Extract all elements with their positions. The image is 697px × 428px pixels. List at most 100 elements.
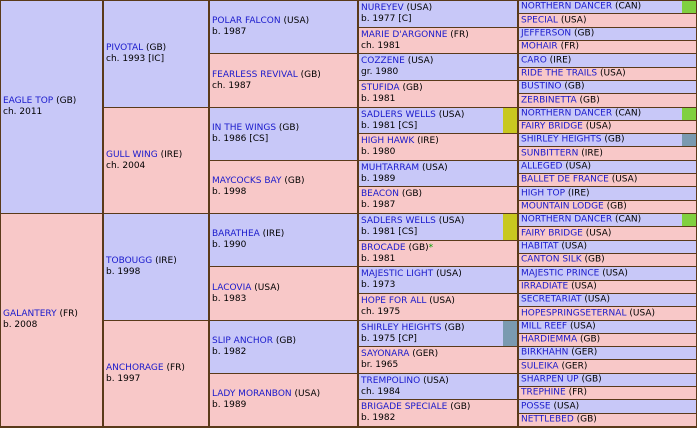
horse-name-link[interactable]: BALLET DE FRANCE: [521, 174, 609, 185]
horse-name-link[interactable]: SLIP ANCHOR: [212, 336, 273, 346]
horse-info: ch. 1984: [361, 386, 401, 397]
horse-country: (USA): [438, 216, 465, 226]
horse-info: ch. 2004: [106, 160, 146, 171]
horse-name-link[interactable]: NORTHERN DANCER: [521, 214, 613, 225]
horse-entry: SLIP ANCHOR (GB) b. 1982: [212, 336, 357, 358]
horse-cell: SLIP ANCHOR (GB) b. 1982: [210, 321, 357, 373]
horse-entry: SUNBITTERN (IRE): [521, 148, 696, 159]
horse-name-link[interactable]: FEARLESS REVIVAL: [212, 69, 298, 80]
horse-name-link[interactable]: GALANTERY: [3, 309, 57, 319]
horse-name-link[interactable]: SPECIAL: [521, 15, 558, 25]
horse-name-link[interactable]: CANTON SILK: [521, 254, 582, 265]
horse-name-link[interactable]: MAJESTIC LIGHT: [361, 269, 434, 279]
horse-name-link[interactable]: HIGH HAWK: [361, 136, 415, 146]
horse-name-link[interactable]: PIVOTAL: [106, 43, 144, 53]
horse-name-link[interactable]: NORTHERN DANCER: [521, 1, 613, 12]
horse-country: (USA): [561, 241, 588, 252]
horse-cell: HARDIEMMA (GB): [519, 334, 696, 346]
horse-name-link[interactable]: SUNBITTERN: [521, 148, 579, 158]
horse-cell: SADLERS WELLS (USA) b. 1981 [CS]: [359, 108, 517, 133]
horse-name-link[interactable]: COZZENE: [361, 56, 405, 66]
horse-name-link[interactable]: BEACON: [361, 189, 399, 199]
horse-name-link[interactable]: POLAR FALCON: [212, 16, 281, 26]
horse-name-link[interactable]: MOHAIR: [521, 41, 558, 52]
horse-name-link[interactable]: NORTHERN DANCER: [521, 108, 613, 119]
horse-name-link[interactable]: RIDE THE TRAILS: [521, 68, 598, 79]
horse-cell: BEACON (GB) b. 1987: [359, 187, 517, 213]
horse-name-link[interactable]: EAGLE TOP: [3, 96, 54, 106]
horse-entry: MAJESTIC PRINCE (USA): [521, 268, 696, 279]
horse-name-link[interactable]: SULEIKA: [521, 361, 559, 371]
horse-name-link[interactable]: ALLEGED: [521, 161, 563, 172]
horse-name-link[interactable]: FAIRY BRIDGE: [521, 121, 583, 132]
horse-cell: NORTHERN DANCER (CAN): [519, 108, 696, 120]
horse-cell: MILL REEF (USA): [519, 321, 696, 333]
horse-country: (USA): [422, 162, 448, 173]
horse-country: (CAN): [614, 108, 642, 119]
horse-name-link[interactable]: BRIGADE SPECIALE: [361, 402, 448, 412]
horse-name-link[interactable]: SAYONARA: [361, 349, 410, 359]
horse-entry: MILL REEF (USA): [521, 322, 696, 333]
horse-entry: SAYONARA (GER) br. 1965: [361, 349, 517, 371]
horse-name-link[interactable]: FAIRY BRIDGE: [521, 228, 583, 238]
horse-name-link[interactable]: LADY MORANBON: [212, 389, 292, 399]
horse-name-link[interactable]: SHARPEN UP: [521, 374, 579, 385]
horse-name-link[interactable]: SADLERS WELLS: [361, 216, 436, 226]
horse-name-link[interactable]: HOPESPRINGSETERNAL: [521, 308, 627, 318]
horse-name-link[interactable]: SADLERS WELLS: [361, 109, 436, 120]
horse-country: (GB): [581, 374, 602, 385]
horse-country: (USA): [600, 68, 626, 79]
horse-name-link[interactable]: HABITAT: [521, 241, 559, 252]
horse-cell: EAGLE TOP (GB) ch. 2011: [1, 1, 102, 213]
horse-name-link[interactable]: CARO: [521, 55, 547, 65]
horse-name-link[interactable]: IRRADIATE: [521, 281, 569, 292]
horse-entry: SULEIKA (GER): [521, 361, 696, 372]
horse-name-link[interactable]: ZERBINETTA: [521, 95, 577, 105]
horse-info: b. 1983: [212, 293, 247, 304]
horse-name-link[interactable]: HARDIEMMA: [521, 334, 578, 345]
horse-entry: STUFIDA (GB) b. 1981: [361, 83, 517, 105]
horse-name-link[interactable]: NETTLEBED: [521, 414, 574, 425]
horse-name-link[interactable]: ANCHORAGE: [106, 362, 164, 373]
horse-info: b. 1986 [CS]: [212, 134, 269, 144]
horse-info: b. 1981 [CS]: [361, 120, 418, 131]
inbreeding-marker: [503, 108, 517, 133]
horse-name-link[interactable]: MAYCOCKS BAY: [212, 176, 282, 186]
horse-name-link[interactable]: TREPHINE: [521, 387, 566, 398]
horse-name-link[interactable]: TREMPOLINO: [361, 375, 421, 386]
horse-name-link[interactable]: SECRETARIAT: [521, 294, 582, 305]
horse-name-link[interactable]: MILL REEF: [521, 321, 568, 332]
horse-entry: ZERBINETTA (GB): [521, 95, 696, 106]
horse-name-link[interactable]: SHIRLEY HEIGHTS: [521, 134, 602, 145]
horse-name-link[interactable]: HIGH TOP: [521, 188, 566, 198]
horse-name-link[interactable]: HOPE FOR ALL: [361, 296, 427, 306]
horse-info: b. 1975 [CP]: [361, 333, 417, 344]
horse-name-link[interactable]: MUHTARRAM: [361, 162, 420, 173]
horse-name-link[interactable]: NUREYEV: [361, 3, 404, 13]
horse-name-link[interactable]: GULL WING: [106, 149, 158, 160]
horse-name-link[interactable]: BIRKHAHN: [521, 347, 569, 358]
horse-name-link[interactable]: MOUNTAIN LODGE: [521, 201, 604, 212]
horse-name-link[interactable]: BARATHEA: [212, 229, 260, 239]
horse-name-link[interactable]: LACOVIA: [212, 282, 252, 293]
horse-name-link[interactable]: TOBOUGG: [106, 256, 153, 266]
horse-name-link[interactable]: BUSTINO: [521, 81, 562, 92]
horse-entry: SHIRLEY HEIGHTS (GB): [521, 135, 696, 146]
horse-name-link[interactable]: SHIRLEY HEIGHTS: [361, 322, 442, 333]
horse-name-link[interactable]: MARIE D'ARGONNE: [361, 29, 448, 40]
horse-cell: BRIGADE SPECIALE (GB) b. 1982: [359, 400, 517, 426]
horse-name-link[interactable]: MAJESTIC PRINCE: [521, 268, 600, 278]
horse-name-link[interactable]: STUFIDA: [361, 83, 400, 93]
horse-info: b. 1989: [212, 400, 247, 410]
horse-entry: MOUNTAIN LODGE (GB): [521, 202, 696, 213]
horse-name-link[interactable]: POSSE: [521, 401, 551, 411]
horse-name-link[interactable]: JEFFERSON: [521, 28, 572, 39]
horse-entry: NORTHERN DANCER (CAN): [521, 109, 696, 120]
horse-country: (IRE): [155, 256, 177, 266]
inbreeding-marker: [682, 1, 696, 13]
horse-cell: CARO (IRE): [519, 54, 696, 67]
horse-name-link[interactable]: IN THE WINGS: [212, 123, 277, 133]
horse-cell: GULL WING (IRE) ch. 2004: [104, 108, 208, 213]
horse-name-link[interactable]: BROCADE: [361, 242, 406, 253]
horse-country: (FR): [560, 41, 580, 52]
